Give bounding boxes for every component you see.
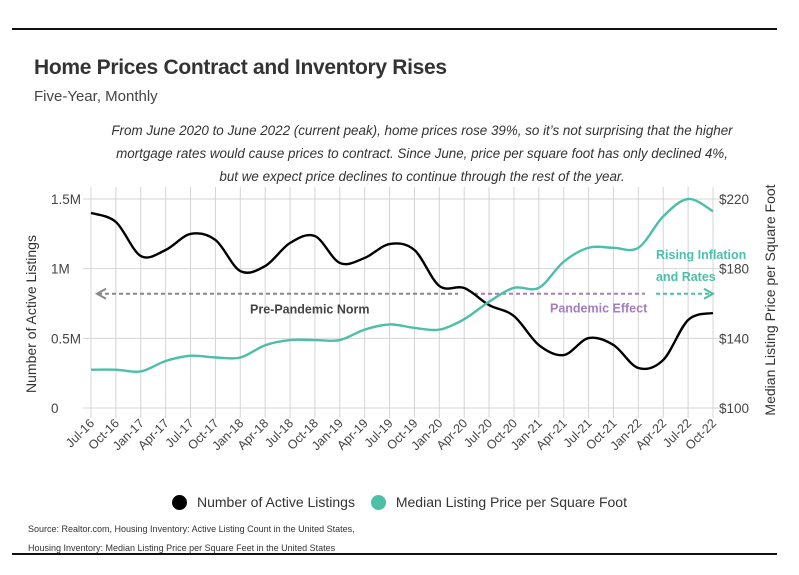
chart-area: 0 0.5M 1M 1.5M $100 $140 $180 $220 Jul-16Oct-1…	[23, 184, 778, 453]
bottom-rule	[12, 553, 777, 555]
top-rule	[12, 28, 777, 30]
legend-label-listings: Number of Active Listings	[197, 494, 355, 510]
pre-pandemic-arrowhead	[94, 287, 107, 300]
annotation-pre-pandemic: Pre-Pandemic Norm	[250, 303, 369, 317]
right-axis-label: Median Listing Price per Square Foot	[762, 184, 778, 415]
chart-title: Home Prices Contract and Inventory Rises	[34, 56, 447, 79]
series-lines	[90, 197, 714, 374]
series-line-price-per-sqft	[90, 197, 714, 374]
right-axis-ticks: $100 $140 $180 $220	[719, 192, 749, 416]
left-tick-label: 1M	[51, 262, 70, 277]
chart-description: From June 2020 to June 2022 (current pea…	[111, 123, 733, 184]
series-line-active-listings	[90, 211, 714, 371]
legend-swatch-price	[370, 494, 386, 510]
annotation-rising-inflation-line1: Rising Inflation	[656, 248, 746, 262]
legend-item-listings[interactable]: Number of Active Listings	[172, 494, 355, 510]
right-tick-label: $140	[719, 331, 749, 346]
left-axis-label: Number of Active Listings	[23, 235, 39, 393]
right-tick-label: $220	[719, 192, 749, 207]
gridlines	[83, 187, 721, 418]
source-note-line2: Housing Inventory: Median Listing Price …	[28, 543, 336, 553]
left-tick-label: 0.5M	[51, 331, 81, 346]
legend-swatch-listings	[172, 494, 187, 510]
right-tick-label: $100	[719, 401, 749, 416]
source-note-line1: Source: Realtor.com, Housing Inventory: …	[28, 524, 355, 534]
annotations: Pre-Pandemic Norm Pandemic Effect Rising I…	[94, 248, 746, 317]
left-axis-ticks: 0 0.5M 1M 1.5M	[51, 192, 81, 416]
x-axis-ticks: Jul-16Oct-16Jan-17Apr-17Jul-17Oct-17Jan-…	[63, 416, 719, 453]
right-tick-label: $180	[719, 262, 749, 277]
rising-inflation-arrowhead	[703, 287, 716, 300]
annotation-pandemic-effect: Pandemic Effect	[550, 302, 648, 316]
left-tick-label: 0	[51, 401, 59, 416]
legend-label-price: Median Listing Price per Square Foot	[395, 494, 627, 510]
chart-subtitle: Five-Year, Monthly	[34, 88, 158, 105]
legend-item-price[interactable]: Median Listing Price per Square Foot	[370, 494, 627, 510]
left-tick-label: 1.5M	[51, 192, 81, 207]
legend: Number of Active Listings Median Listing…	[0, 494, 799, 513]
annotation-rising-inflation-line2: and Rates	[656, 270, 716, 284]
